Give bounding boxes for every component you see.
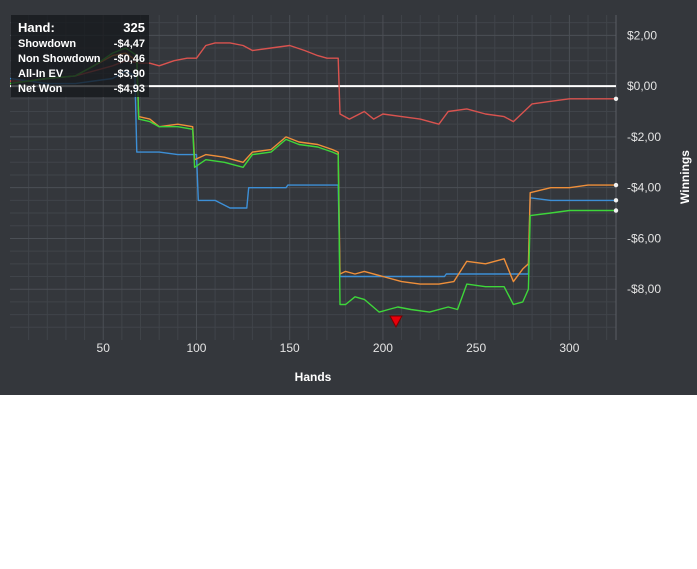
net-won-row: Net Won -$4,93 <box>18 82 145 97</box>
triangle-down-marker[interactable] <box>389 315 403 329</box>
hand-label: Hand: <box>18 20 55 35</box>
showdown-end-point <box>613 198 619 203</box>
hand-value: 325 <box>123 20 145 35</box>
chart-panel: 50 100 150 200 250 300 $2,00 $0,00 -$2,00 -$4,00 -… <box>0 0 697 395</box>
hand-info-tooltip: Hand: 325 Showdown -$4,47 Non Showdown -… <box>11 15 149 97</box>
all-in-ev-end-point <box>613 182 619 188</box>
x-tick-label: 100 <box>186 341 206 355</box>
non-showdown-row: Non Showdown -$0,46 <box>18 52 145 67</box>
net-won-value: -$4,93 <box>113 83 145 95</box>
x-tick-label: 200 <box>373 341 393 355</box>
showdown-series-line[interactable] <box>9 70 616 278</box>
net-won-label: Net Won <box>18 83 63 95</box>
x-tick-label: 50 <box>97 341 111 355</box>
y-tick-label: -$2,00 <box>627 130 661 144</box>
y-tick-label: $2,00 <box>627 28 657 42</box>
non-showdown-end-point <box>613 96 619 101</box>
non-showdown-value: -$0,46 <box>113 53 145 65</box>
hand-row: Hand: 325 <box>18 19 145 37</box>
y-tick-label: -$4,00 <box>627 181 661 195</box>
y-tick-label: $0,00 <box>627 79 657 93</box>
x-axis-title: Hands <box>295 370 332 384</box>
showdown-row: Showdown -$4,47 <box>18 37 145 52</box>
y-tick-label: -$8,00 <box>627 282 661 296</box>
showdown-label: Showdown <box>18 38 77 50</box>
y-axis-title: Winnings <box>678 150 692 204</box>
x-tick-label: 300 <box>559 341 579 355</box>
y-tick-label: -$6,00 <box>627 231 661 245</box>
showdown-value: -$4,47 <box>113 38 145 50</box>
all-in-ev-value: -$3,90 <box>113 68 145 80</box>
net-won-end-point <box>613 208 619 213</box>
non-showdown-label: Non Showdown <box>18 53 101 65</box>
x-tick-label: 250 <box>466 341 486 355</box>
all-in-ev-label: All-In EV <box>18 68 64 80</box>
x-tick-label: 150 <box>280 341 300 355</box>
all-in-ev-row: All-In EV -$3,90 <box>18 67 145 82</box>
